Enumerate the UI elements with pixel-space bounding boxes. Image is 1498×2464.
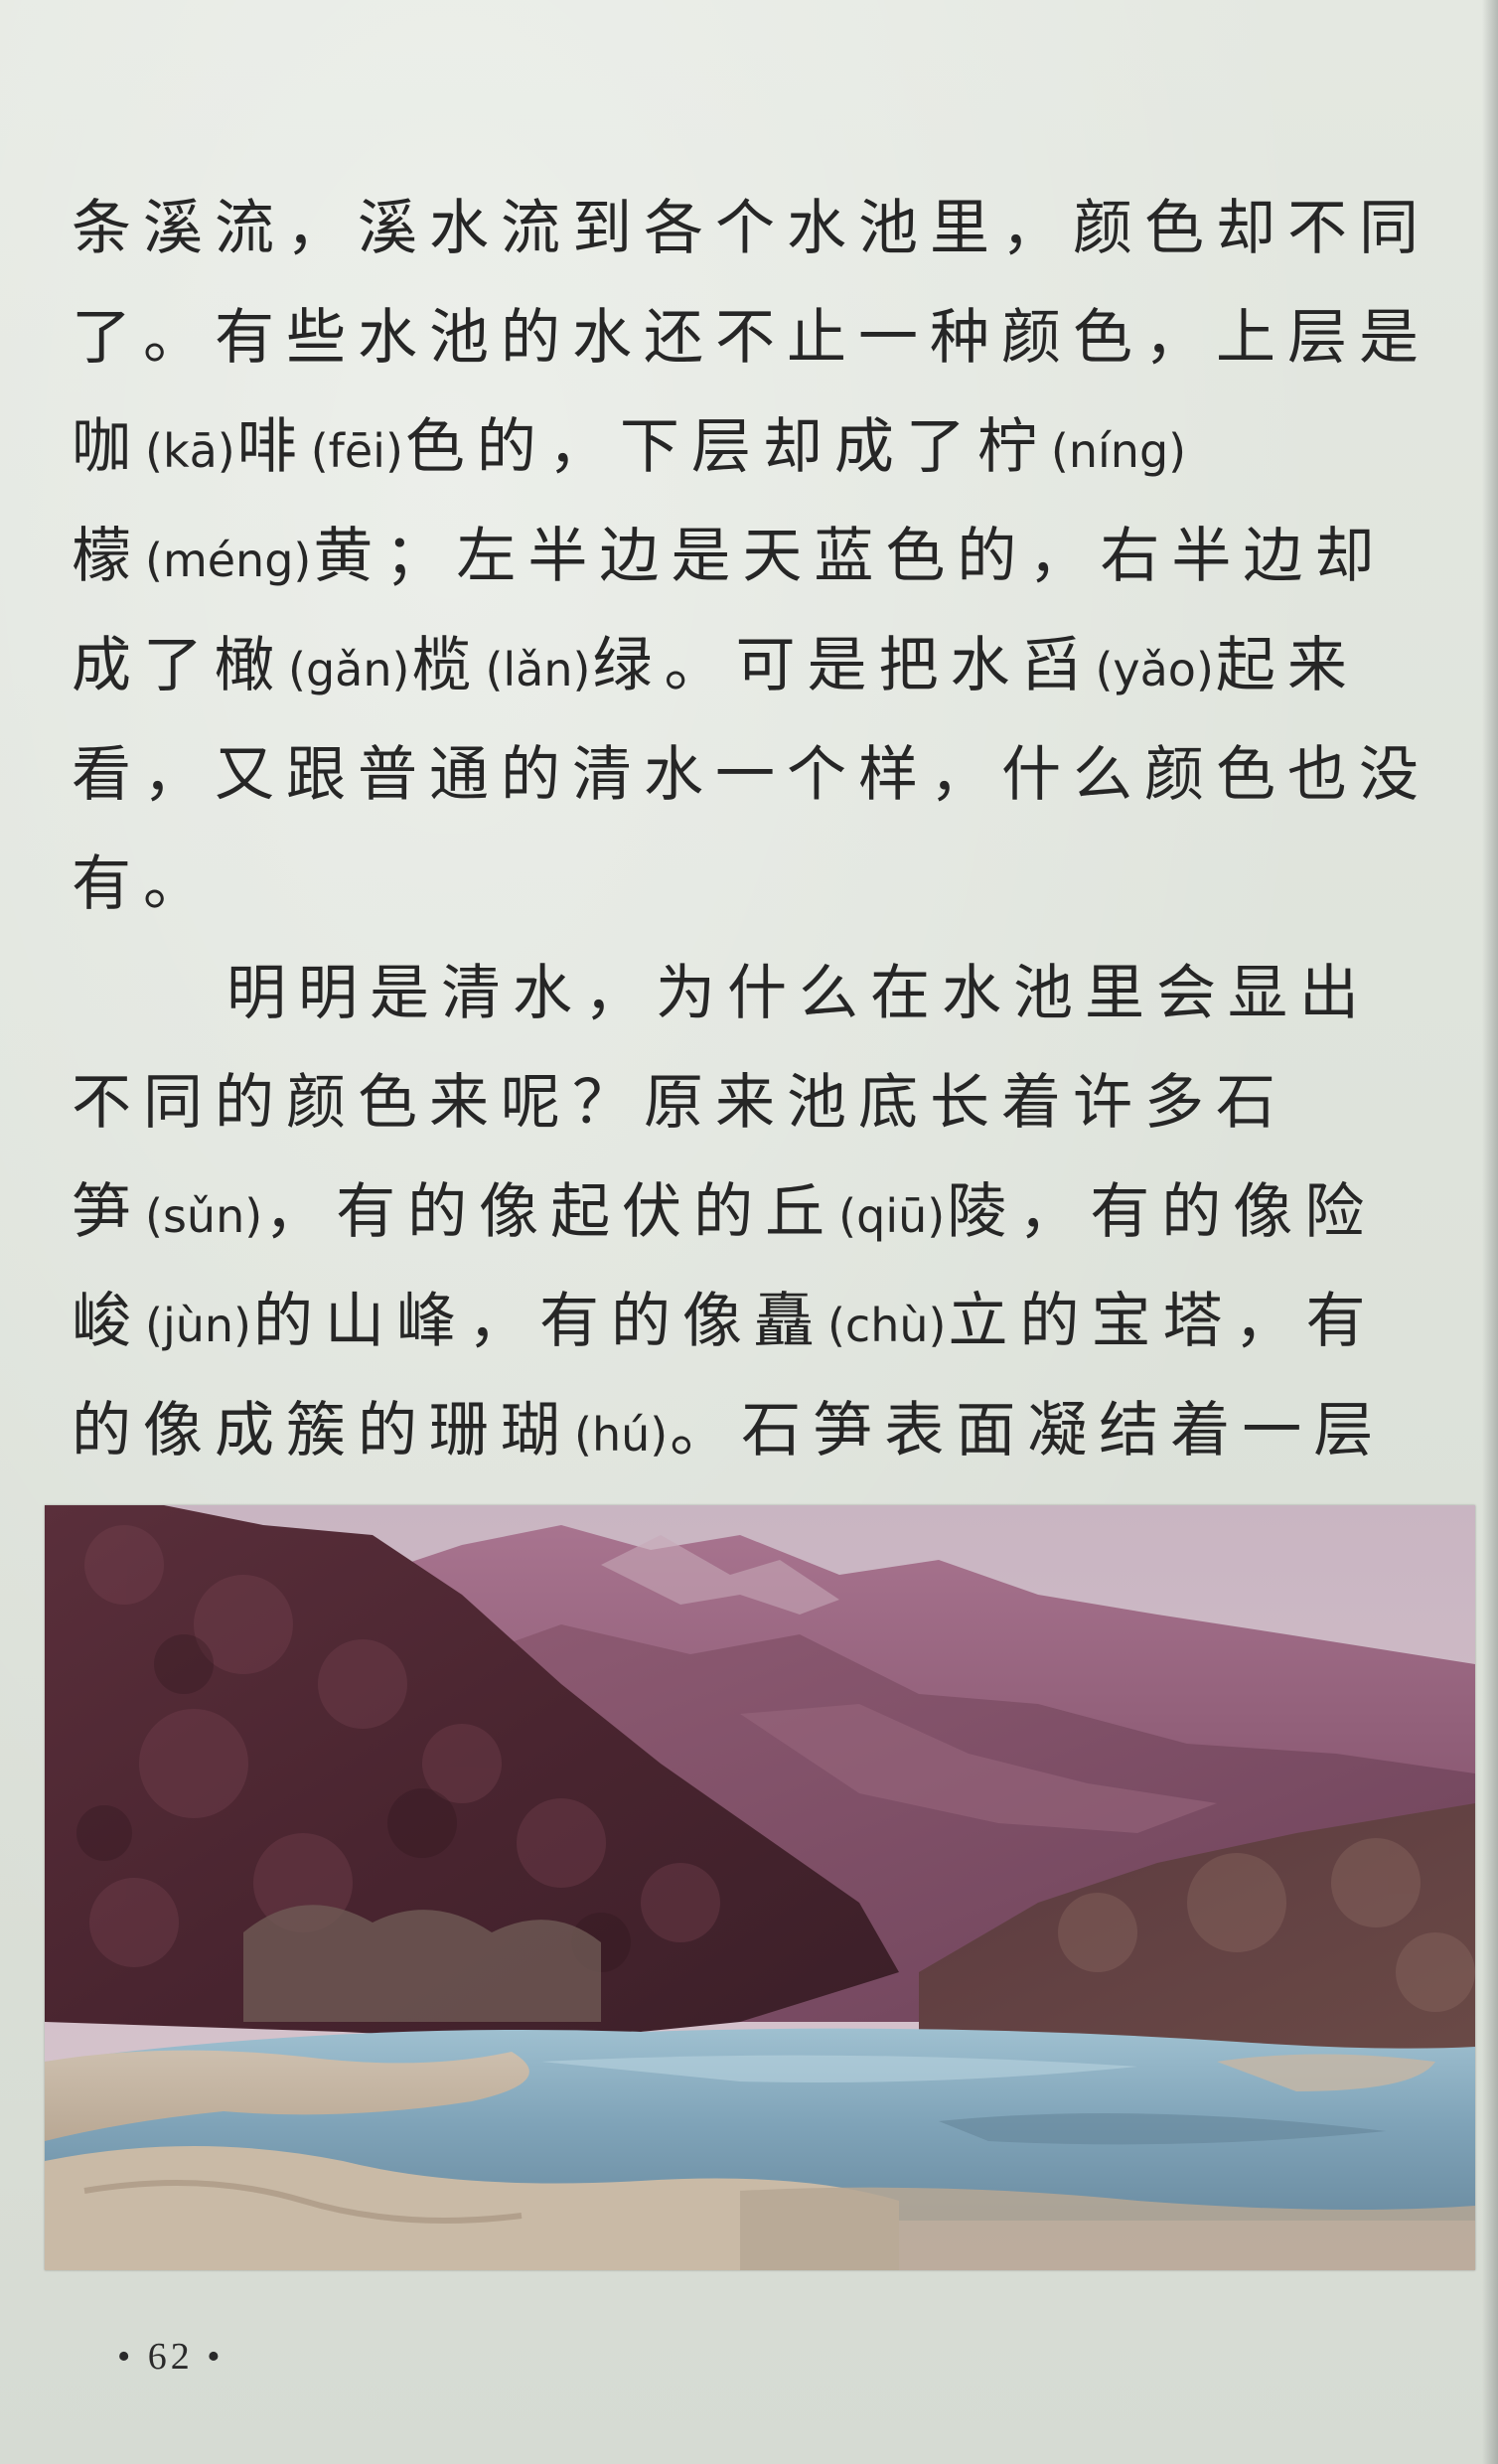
pinyin-annotation: (lǎn) bbox=[485, 643, 591, 696]
text-segment: 色的，下层却成了柠 bbox=[404, 412, 1049, 482]
text-line: 檬(méng)黄；左半边是天蓝色的，右半边却 bbox=[72, 502, 1442, 611]
text-line: 的像成簇的珊瑚(hú)。石笋表面凝结着一层 bbox=[72, 1376, 1442, 1485]
text-segment: 笋 bbox=[72, 1177, 143, 1247]
text-line: 咖(kā)啡(fēi)色的，下层却成了柠(níng) bbox=[72, 392, 1442, 502]
pinyin-annotation: (yǎo) bbox=[1095, 643, 1214, 696]
text-line: 峻(jùn)的山峰，有的像矗(chù)立的宝塔，有 bbox=[72, 1267, 1442, 1376]
text-segment: 峻 bbox=[72, 1287, 143, 1356]
text-line: 有。 bbox=[72, 849, 215, 919]
text-segment: 的像成簇的珊瑚 bbox=[72, 1396, 572, 1465]
text-line: 不同的颜色来呢？原来池底长着许多石 bbox=[72, 1068, 1287, 1138]
text-segment: 咖 bbox=[72, 412, 143, 482]
text-line: 成了橄(gǎn)榄(lǎn)绿。可是把水舀(yǎo)起来 bbox=[72, 611, 1442, 720]
pinyin-annotation: (sǔn) bbox=[145, 1189, 263, 1243]
pinyin-annotation: (jùn) bbox=[145, 1299, 251, 1352]
body-text: 条溪流，溪水流到各个水池里，颜色却不同 了。有些水池的水还不止一种颜色，上层是 … bbox=[72, 174, 1442, 1485]
text-line: 了。有些水池的水还不止一种颜色，上层是 bbox=[72, 303, 1430, 373]
pinyin-annotation: (méng) bbox=[145, 534, 312, 587]
text-segment: 榄 bbox=[411, 631, 484, 700]
text-segment: 啡 bbox=[236, 412, 309, 482]
paragraph-first-line: 明明是清水，为什么在水池里会显出 bbox=[226, 959, 1371, 1028]
text-segment: 起来 bbox=[1215, 631, 1359, 700]
page-edge-shadow bbox=[1482, 0, 1498, 2464]
pinyin-annotation: (hú) bbox=[574, 1408, 669, 1462]
text-line: 笋(sǔn)，有的像起伏的丘(qiū)陵，有的像险 bbox=[72, 1157, 1442, 1267]
page-number: • 62 • bbox=[117, 2336, 225, 2378]
text-segment: 檬 bbox=[72, 522, 143, 591]
text-segment: ，有的像起伏的丘 bbox=[264, 1177, 837, 1247]
pinyin-annotation: (qiū) bbox=[838, 1189, 946, 1243]
pinyin-annotation: (níng) bbox=[1050, 424, 1187, 478]
text-segment: 成了橄 bbox=[72, 631, 286, 700]
landscape-photo bbox=[45, 1505, 1475, 2270]
text-segment: 绿。可是把水舀 bbox=[592, 631, 1094, 700]
pinyin-annotation: (chù) bbox=[826, 1299, 947, 1352]
text-segment: 的山峰，有的像矗 bbox=[252, 1287, 825, 1356]
pinyin-annotation: (kā) bbox=[145, 424, 235, 478]
pinyin-annotation: (gǎn) bbox=[288, 643, 410, 696]
text-segment: 黄；左半边是天蓝色的，右半边却 bbox=[313, 522, 1387, 591]
text-segment: 陵，有的像险 bbox=[947, 1177, 1377, 1247]
text-line: 看，又跟普通的清水一个样，什么颜色也没 bbox=[72, 740, 1430, 810]
text-segment: 。石笋表面凝结着一层 bbox=[670, 1396, 1386, 1465]
text-segment: 立的宝塔，有 bbox=[948, 1287, 1378, 1356]
landscape-illustration bbox=[45, 1505, 1475, 2270]
text-line: 条溪流，溪水流到各个水池里，颜色却不同 bbox=[72, 194, 1430, 263]
pinyin-annotation: (fēi) bbox=[310, 424, 403, 478]
